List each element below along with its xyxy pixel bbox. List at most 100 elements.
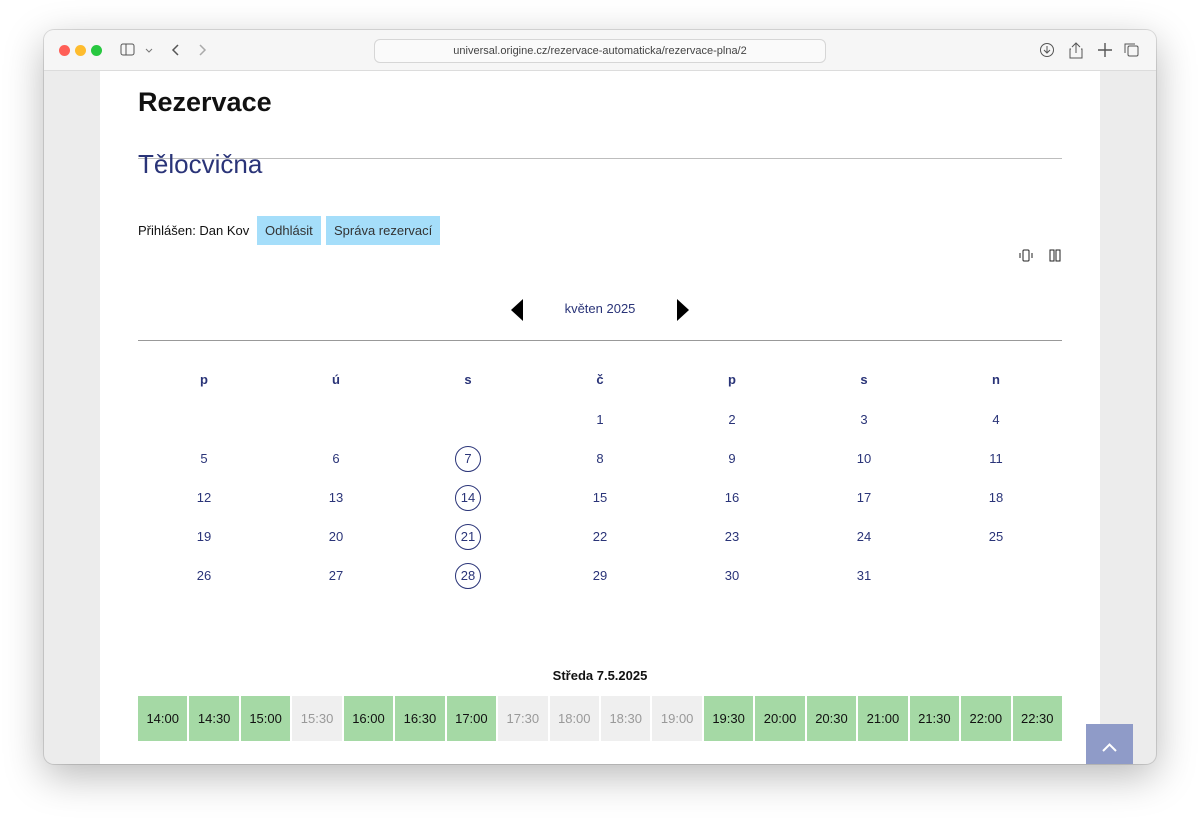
day-number: 23	[724, 529, 740, 544]
calendar-day[interactable]: 29	[534, 568, 666, 583]
calendar-day[interactable]: 2	[666, 412, 798, 427]
calendar-day[interactable]: 28	[402, 563, 534, 589]
new-tab-icon[interactable]	[1098, 43, 1112, 57]
calendar-day[interactable]: 20	[270, 529, 402, 544]
slot-available[interactable]: 16:30	[395, 696, 445, 741]
calendar-day[interactable]: 17	[798, 490, 930, 505]
calendar-day[interactable]: 25	[930, 529, 1062, 544]
day-number: 24	[856, 529, 872, 544]
day-number: 16	[724, 490, 740, 505]
calendar-day[interactable]: 27	[270, 568, 402, 583]
week-view-icon[interactable]	[1049, 249, 1055, 262]
weekday-label: č	[596, 372, 604, 387]
calendar-day[interactable]: 13	[270, 490, 402, 505]
day-number: 11	[989, 451, 1003, 466]
address-bar[interactable]: universal.origine.cz/rezervace-automatic…	[374, 39, 826, 63]
slot-available[interactable]: 19:30	[703, 696, 754, 741]
calendar-day[interactable]: 5	[138, 451, 270, 466]
calendar-day[interactable]: 1	[534, 412, 666, 427]
day-number: 20	[328, 529, 344, 544]
calendar-day[interactable]: 24	[798, 529, 930, 544]
slot-unavailable: 18:00	[549, 696, 599, 741]
slot-available[interactable]: 16:00	[343, 696, 394, 741]
next-month[interactable]	[676, 298, 690, 322]
user-label: Přihlášen: Dan Kov	[138, 223, 250, 238]
minimize-button[interactable]	[75, 45, 86, 56]
calendar-day[interactable]: 31	[798, 568, 930, 583]
day-number: 3	[860, 412, 868, 427]
day-number: 6	[332, 451, 340, 466]
slot-available[interactable]: 22:00	[961, 696, 1011, 741]
tabs-icon[interactable]	[1127, 45, 1139, 57]
calendar-day[interactable]: 9	[666, 451, 798, 466]
calendar-day[interactable]: 15	[534, 490, 666, 505]
calendar-day[interactable]: 16	[666, 490, 798, 505]
divider	[138, 340, 1062, 341]
slot-available[interactable]: 17:00	[446, 696, 497, 741]
day-number: 19	[196, 529, 212, 544]
share-icon[interactable]	[1069, 42, 1083, 59]
scroll-top-button[interactable]	[1086, 724, 1133, 764]
day-number: 1	[596, 412, 604, 427]
calendar-day[interactable]: 14	[402, 485, 534, 511]
view-icons	[1019, 249, 1061, 262]
forward-button[interactable]	[198, 42, 208, 58]
day-number: 9	[728, 451, 736, 466]
weekday-label: s	[464, 372, 472, 387]
page-title: Rezervace	[138, 87, 272, 117]
prev-month[interactable]	[510, 298, 524, 322]
slot-available[interactable]: 21:00	[858, 696, 908, 741]
calendar-day[interactable]: 10	[798, 451, 930, 466]
month-label: květen 2025	[564, 301, 636, 316]
day-number: 26	[196, 568, 212, 583]
day-number: 13	[328, 490, 344, 505]
zoom-button[interactable]	[91, 45, 102, 56]
calendar-day[interactable]: 12	[138, 490, 270, 505]
day-number: 15	[592, 490, 608, 505]
sidebar-icon[interactable]	[120, 43, 135, 56]
slot-available[interactable]: 14:30	[189, 696, 239, 741]
toolbar-icons	[1040, 42, 1139, 59]
slot-available[interactable]: 14:00	[138, 696, 188, 741]
calendar-day[interactable]: 8	[534, 451, 666, 466]
toolbar: universal.origine.cz/rezervace-automatic…	[44, 30, 1156, 71]
slot-available[interactable]: 20:00	[755, 696, 805, 741]
day-number: 29	[592, 568, 608, 583]
day-number: 5	[200, 451, 208, 466]
slots-date: Středa 7.5.2025	[552, 668, 648, 683]
slot-available[interactable]: 21:30	[909, 696, 960, 741]
slot-available[interactable]: 15:00	[240, 696, 291, 741]
day-view-icon[interactable]	[1022, 249, 1030, 262]
calendar-day[interactable]: 6	[270, 451, 402, 466]
logout-button[interactable]: Odhlásit	[257, 216, 321, 245]
calendar-day[interactable]: 18	[930, 490, 1062, 505]
calendar-day[interactable]: 22	[534, 529, 666, 544]
slot-available[interactable]: 20:30	[806, 696, 857, 741]
calendar-day[interactable]: 26	[138, 568, 270, 583]
close-button[interactable]	[59, 45, 70, 56]
day-number: 17	[856, 490, 872, 505]
calendar-day[interactable]: 23	[666, 529, 798, 544]
calendar-day[interactable]: 4	[930, 412, 1062, 427]
day-number: 21	[455, 524, 481, 550]
slot-unavailable: 19:00	[652, 696, 702, 741]
page-content: Rezervace Tělocvična Přihlášen: Dan Kov …	[100, 71, 1133, 764]
back-button[interactable]	[171, 44, 179, 56]
slot-available[interactable]: 22:30	[1012, 696, 1062, 741]
nav-icons	[120, 43, 179, 56]
calendar-day[interactable]: 7	[402, 446, 534, 472]
calendar-day[interactable]: 3	[798, 412, 930, 427]
divider	[138, 158, 1062, 159]
calendar-day[interactable]: 11	[930, 451, 1062, 466]
slot-unavailable: 18:30	[601, 696, 651, 741]
manage-button[interactable]: Správa rezervací	[326, 216, 441, 245]
downloads-icon[interactable]	[1040, 43, 1054, 57]
day-number: 31	[856, 568, 872, 583]
calendar-day[interactable]: 30	[666, 568, 798, 583]
day-number: 22	[592, 529, 608, 544]
calendar-day[interactable]: 19	[138, 529, 270, 544]
day-number: 28	[455, 563, 481, 589]
day-number: 25	[988, 529, 1004, 544]
calendar-day[interactable]: 21	[402, 524, 534, 550]
